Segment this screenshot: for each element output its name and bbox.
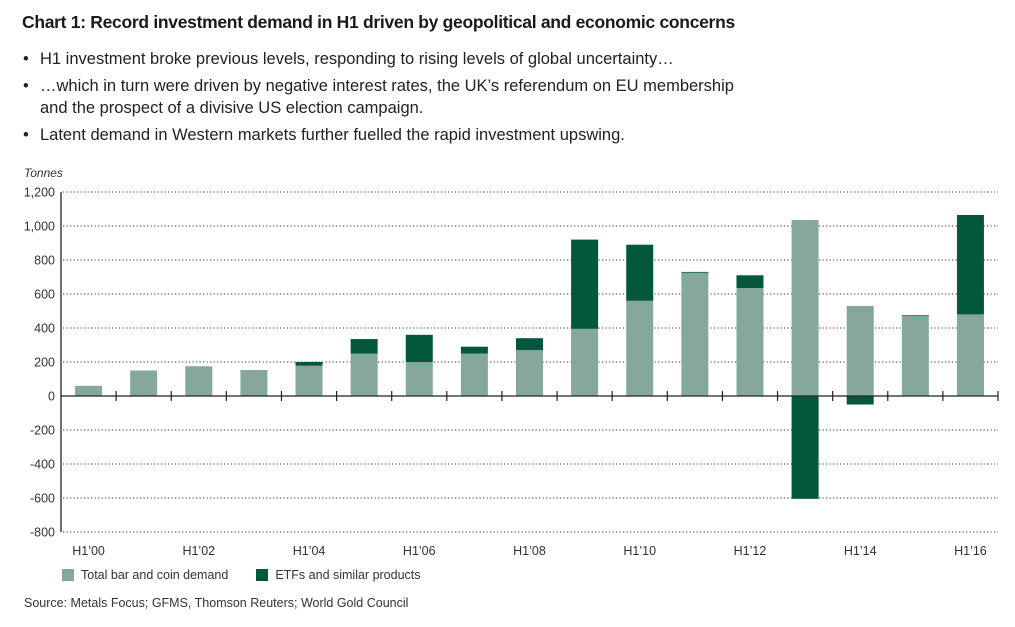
x-tick-label: H1’10 [623,544,656,558]
bar-segment-bar-coin [350,353,378,396]
bar-segment-bar-coin [75,385,103,396]
bullet-text-line: H1 investment broke previous levels, res… [40,50,674,68]
y-tick-label: 1,200 [24,186,55,200]
legend-item-bar-coin: Total bar and coin demand [62,568,228,582]
bar-segment-etf [626,244,654,301]
bar-segment-bar-coin [846,305,874,396]
y-tick-label: 600 [34,288,55,302]
x-tick-label: H1’02 [182,544,215,558]
bar-segment-etf [460,346,488,354]
bullet-item: • H1 investment broke previous levels, r… [22,48,734,70]
y-tick-label: 200 [34,356,55,370]
bar-segment-bar-coin [405,362,433,396]
bar-segment-bar-coin [460,353,488,396]
y-tick-label: -200 [30,424,55,438]
bar-segment-bar-coin [681,272,709,396]
bar-segment-etf [571,239,599,329]
y-axis-unit-label: Tonnes [24,166,63,180]
y-tick-label: -800 [30,526,55,540]
legend-item-etf: ETFs and similar products [256,568,421,582]
legend-swatch-bar-coin [62,569,74,581]
bar-segment-etf [405,334,433,362]
y-tick-label: 1,000 [24,220,55,234]
bar-segment-bar-coin [901,316,929,396]
x-tick-label: H1’08 [513,544,546,558]
bar-segment-bar-coin [130,370,158,396]
y-tick-label: 800 [34,254,55,268]
bar-segment-bar-coin [185,366,213,396]
bullet-list: • H1 investment broke previous levels, r… [22,48,734,151]
bars [75,214,984,499]
bar-segment-etf [295,362,323,366]
bullet-text-line: and the prospect of a divisive US electi… [40,99,424,117]
y-tick-label: -600 [30,492,55,506]
legend-label-etf: ETFs and similar products [275,568,421,582]
y-tick-label: 0 [48,390,55,404]
bullet-dot: • [23,50,29,68]
y-tick-label: -400 [30,458,55,472]
bar-segment-bar-coin [626,300,654,396]
x-tick-label: H1’06 [403,544,436,558]
bar-segment-etf [901,315,929,317]
bar-segment-bar-coin [295,365,323,396]
bar-segment-etf [516,338,543,351]
bullet-text-line: Latent demand in Western markets further… [40,126,625,144]
bar-segment-bar-coin [516,350,543,396]
bar-segment-etf [846,396,874,405]
bullet-dot: • [23,77,29,95]
y-axis-ticks: -800 -600 -400 -200 0 200 400 600 800 1,000 1,200 [24,186,55,540]
source-note: Source: Metals Focus; GFMS, Thomson Reut… [24,596,409,610]
bar-segment-etf [240,370,268,372]
legend-swatch-etf [256,569,269,581]
x-axis-ticks: H1’00 H1’02 H1’04 H1’06 H1’08 H1’10 H1’12 H1’14… [72,544,987,558]
bar-segment-bar-coin [791,220,819,396]
bar-segment-bar-coin [736,288,764,396]
bar-segment-etf [681,271,709,273]
bar-segment-bar-coin [240,371,268,396]
bar-segment-bar-coin [956,314,984,396]
x-tick-label: H1’14 [844,544,877,558]
x-tick-label: H1’04 [293,544,326,558]
bar-segment-etf [956,214,984,315]
legend-label-bar-coin: Total bar and coin demand [81,568,229,582]
bullet-item: • …which in turn were driven by negative… [22,75,734,119]
x-tick-label: H1’16 [954,544,987,558]
chart-title: Chart 1: Record investment demand in H1 … [22,12,735,32]
axes [60,192,999,532]
bullet-item: • Latent demand in Western markets furth… [22,124,734,146]
y-tick-label: 400 [34,322,55,336]
bar-segment-etf [736,275,764,289]
legend: Total bar and coin demand ETFs and simil… [62,568,449,582]
bar-segment-etf [350,339,378,354]
x-tick-label: H1’00 [72,544,105,558]
bar-segment-bar-coin [571,328,599,396]
bullet-dot: • [23,126,29,144]
bar-segment-etf [791,396,819,499]
bullet-text-line: …which in turn were driven by negative i… [40,77,734,95]
x-tick-label: H1’12 [734,544,767,558]
